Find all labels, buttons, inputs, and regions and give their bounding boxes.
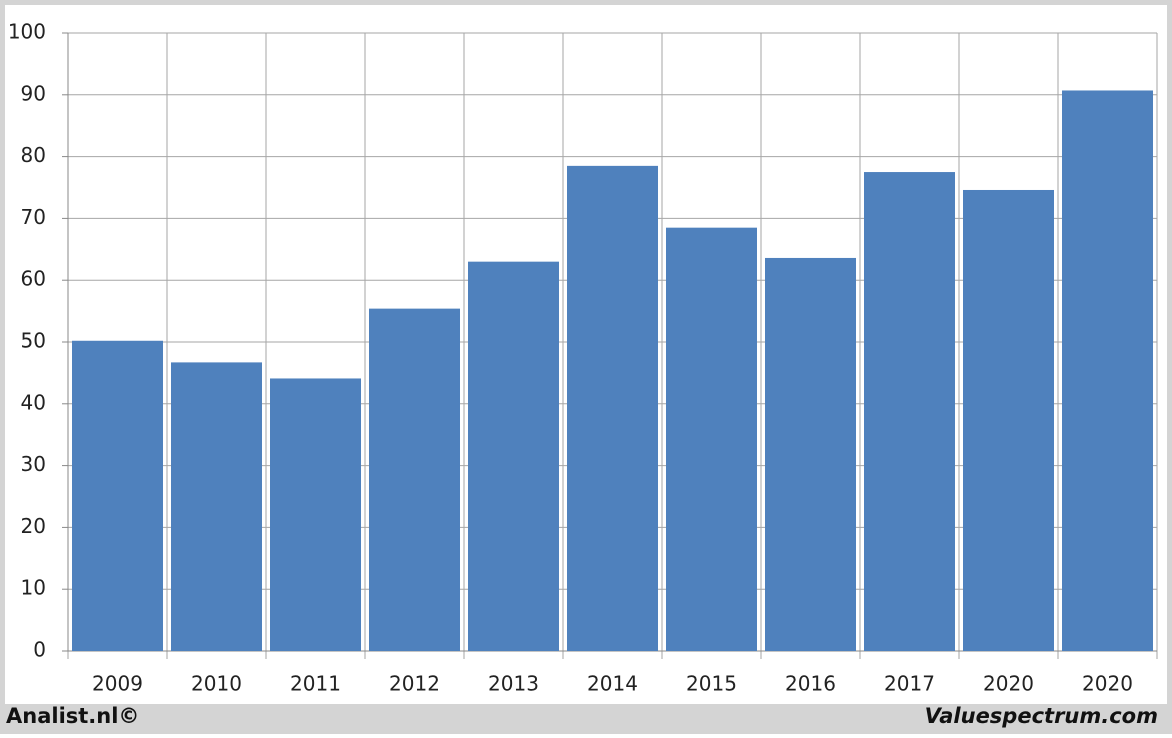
bar bbox=[468, 261, 559, 651]
y-tick-label: 70 bbox=[21, 205, 46, 229]
x-tick-label: 2011 bbox=[290, 672, 341, 696]
bar bbox=[567, 165, 658, 651]
x-tick-label: 2012 bbox=[389, 672, 440, 696]
bar bbox=[369, 308, 460, 651]
y-tick-label: 30 bbox=[21, 452, 46, 476]
x-tick-label: 2013 bbox=[488, 672, 539, 696]
bar bbox=[270, 378, 361, 651]
x-tick-label: 2015 bbox=[686, 672, 737, 696]
y-tick-label: 40 bbox=[21, 390, 46, 414]
y-tick-label: 20 bbox=[21, 514, 46, 538]
x-tick-label: 2020 bbox=[1082, 672, 1133, 696]
bar bbox=[666, 227, 757, 652]
y-tick-label: 50 bbox=[21, 329, 46, 353]
bar bbox=[1062, 90, 1153, 651]
bar bbox=[72, 340, 163, 651]
y-tick-label: 90 bbox=[21, 81, 46, 105]
x-tick-label: 2016 bbox=[785, 672, 836, 696]
y-tick-label: 80 bbox=[21, 143, 46, 167]
x-tick-label: 2020 bbox=[983, 672, 1034, 696]
y-tick-label: 10 bbox=[21, 576, 46, 600]
bar bbox=[963, 189, 1054, 652]
footer-right: Valuespectrum.com bbox=[925, 704, 1158, 728]
x-tick-label: 2017 bbox=[884, 672, 935, 696]
y-tick-label: 0 bbox=[33, 638, 46, 662]
footer-left: Analist.nl© bbox=[6, 704, 139, 728]
bar bbox=[765, 257, 856, 651]
x-tick-label: 2009 bbox=[92, 672, 143, 696]
bar bbox=[171, 362, 262, 651]
bar bbox=[864, 172, 955, 652]
y-tick-label: 100 bbox=[8, 20, 46, 44]
y-tick-label: 60 bbox=[21, 267, 46, 291]
x-tick-label: 2010 bbox=[191, 672, 242, 696]
x-tick-label: 2014 bbox=[587, 672, 638, 696]
